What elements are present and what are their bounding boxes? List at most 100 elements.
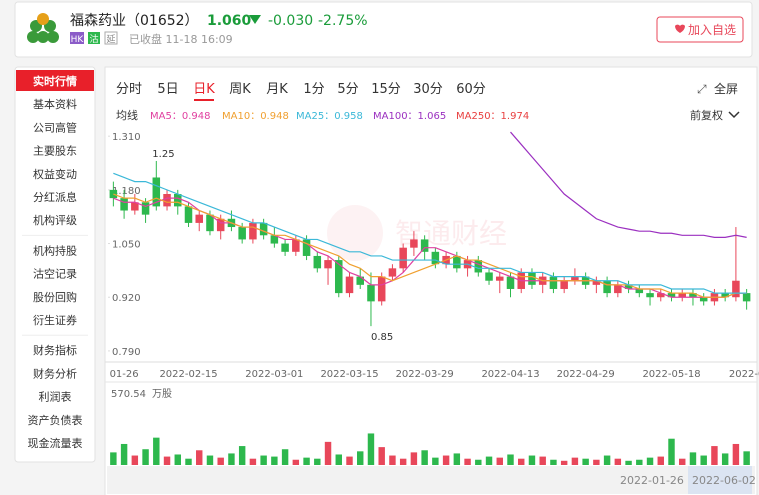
candle-body xyxy=(732,280,740,298)
volume-bar xyxy=(518,458,525,465)
sidebar-item[interactable]: 现金流量表 xyxy=(28,436,83,450)
tab[interactable]: 30分 xyxy=(413,82,443,97)
tab[interactable]: 分时 xyxy=(116,82,142,97)
volume-bar xyxy=(196,450,203,465)
candle-body xyxy=(399,247,407,269)
legend-item: MA25：0.958 xyxy=(296,111,363,122)
watch-button[interactable] xyxy=(656,16,744,43)
status: 已收盘 11-18 16:09 xyxy=(129,32,233,46)
fullscreen-icon[interactable]: ⤢ xyxy=(696,82,707,96)
ma-line xyxy=(510,131,747,238)
volume-bar xyxy=(550,459,557,465)
x-tick-label: 01-26 xyxy=(110,369,139,380)
tab[interactable]: 周K xyxy=(229,82,251,97)
sidebar-item[interactable]: 股份回购 xyxy=(33,290,77,304)
volume-bar xyxy=(442,455,450,465)
sidebar-item[interactable]: 机构持股 xyxy=(33,243,77,257)
candle-body xyxy=(549,276,558,289)
sidebar-item[interactable]: 利润表 xyxy=(39,390,72,404)
sidebar-item[interactable]: 财务分析 xyxy=(33,366,77,380)
y-tick-label: 1.180 xyxy=(112,186,141,197)
volume-bar xyxy=(496,457,503,465)
tab[interactable]: 5日 xyxy=(157,82,178,97)
x-tick-label: 2022-03-01 xyxy=(245,369,303,380)
x-tick-label: 2022-03-15 xyxy=(320,369,378,380)
tab[interactable]: 60分 xyxy=(456,82,486,97)
candle-body xyxy=(377,276,386,302)
candle-body xyxy=(420,239,429,252)
candle-body xyxy=(174,194,182,207)
heart-icon xyxy=(675,24,685,33)
volume-bar xyxy=(528,455,536,465)
sidebar-item[interactable]: 机构评级 xyxy=(33,213,77,227)
sidebar-item[interactable]: 分红派息 xyxy=(33,190,77,204)
watermark-logo xyxy=(327,205,383,261)
volume-bar xyxy=(636,459,643,465)
tab[interactable]: 月K xyxy=(266,82,288,97)
candle-body xyxy=(592,280,601,285)
y-tick-label: 0.920 xyxy=(112,293,141,304)
legend-item: MA100：1.065 xyxy=(373,111,446,122)
volume-bar xyxy=(324,441,332,465)
navigator[interactable] xyxy=(107,466,755,494)
candle-body xyxy=(388,268,397,277)
y-tick-label: 1.050 xyxy=(112,240,141,251)
badge-bg xyxy=(88,32,100,44)
candle-body xyxy=(657,293,665,298)
volume-bar xyxy=(732,443,740,465)
sidebar-item[interactable]: 资产负债表 xyxy=(28,413,83,427)
candle-body xyxy=(270,235,279,244)
sidebar-item[interactable]: 主要股东 xyxy=(33,145,77,158)
watch-button-label[interactable]: 加入自选 xyxy=(688,23,736,37)
x-tick-label: 2022-02-15 xyxy=(159,369,217,380)
navigator-window[interactable] xyxy=(688,466,752,494)
tab[interactable]: 15分 xyxy=(371,82,401,97)
sidebar-item[interactable]: 沽空记录 xyxy=(33,267,77,281)
volume-bar xyxy=(614,458,622,465)
candle-body xyxy=(689,293,697,298)
badge-bg xyxy=(104,31,118,45)
sidebar-item[interactable]: 公司高管 xyxy=(33,120,77,134)
tab[interactable]: 1分 xyxy=(303,82,324,97)
volume-bar xyxy=(163,456,171,465)
candle-body xyxy=(474,260,483,273)
badge: 沽 xyxy=(89,33,98,45)
legend-item: MA10：0.948 xyxy=(222,111,289,122)
sidebar-item[interactable]: 权益变动 xyxy=(33,167,77,181)
sidebar-item[interactable]: 衍生证券 xyxy=(33,313,77,327)
change: -0.030 xyxy=(268,13,313,29)
volume-bar xyxy=(679,458,686,465)
fullscreen[interactable]: 全屏 xyxy=(714,81,738,96)
x-tick-label: 2022-0 xyxy=(729,369,759,380)
adjust[interactable]: 前复权 xyxy=(690,108,723,122)
y-tick-label: 1.310 xyxy=(112,132,141,143)
volume-bar xyxy=(346,456,353,465)
volume-bar xyxy=(582,458,589,465)
volume-bar xyxy=(743,451,750,465)
candle-body xyxy=(699,297,708,302)
candle-body xyxy=(624,284,633,289)
sidebar-item[interactable]: 财务指标 xyxy=(33,343,77,357)
sidebar xyxy=(14,66,96,463)
ma-line xyxy=(113,172,747,294)
candle-body xyxy=(485,272,493,281)
sidebar-item[interactable]: 基本资料 xyxy=(33,97,77,111)
volume-bar xyxy=(271,456,278,465)
volume-bar xyxy=(571,457,579,465)
sidebar-item[interactable]: 实时行情 xyxy=(33,74,77,88)
active-item-bg xyxy=(16,70,94,91)
volume-bar xyxy=(314,458,321,465)
volume-bar xyxy=(174,454,181,465)
candle-body xyxy=(216,218,225,232)
volume-bar xyxy=(206,455,214,465)
logo xyxy=(27,13,59,43)
volume-bar xyxy=(625,460,632,465)
candle-body xyxy=(571,276,579,281)
tab[interactable]: 日K xyxy=(193,82,215,97)
candle-body xyxy=(195,214,203,223)
volume-bar xyxy=(120,443,128,465)
volume-bar xyxy=(378,447,385,465)
volume-bar xyxy=(689,452,697,465)
high-label: 1.25 xyxy=(152,149,174,160)
tab[interactable]: 5分 xyxy=(337,82,358,97)
